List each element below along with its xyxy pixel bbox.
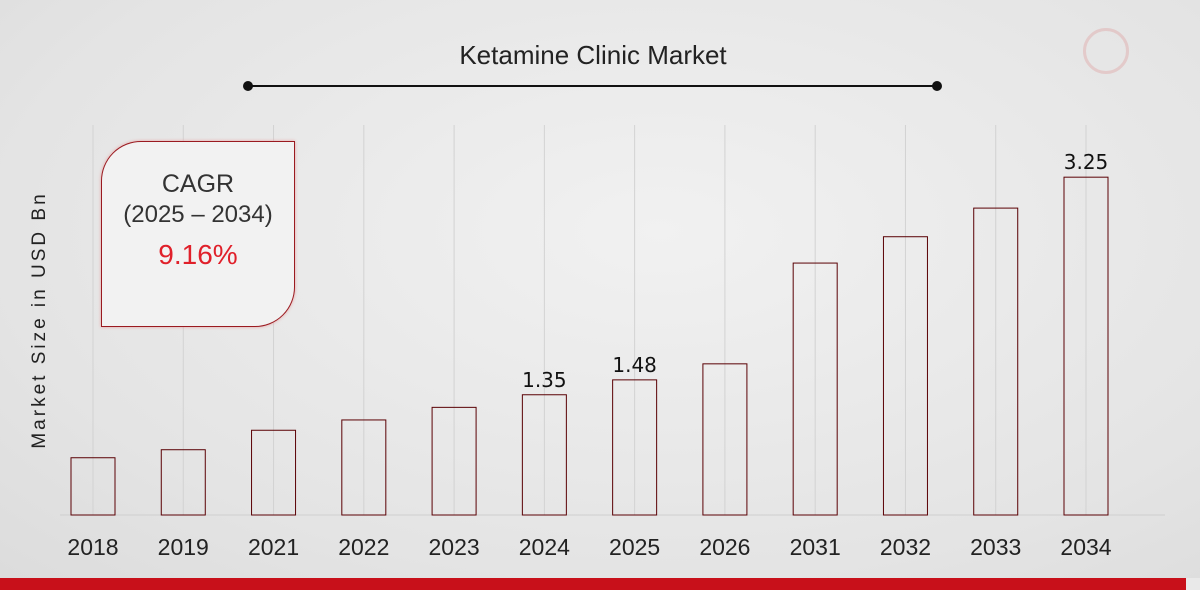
chart-title: Ketamine Clinic Market (459, 40, 727, 70)
data-label-2025: 1.48 (612, 353, 657, 377)
logo-icon (1083, 28, 1129, 74)
x-tick-label: 2031 (790, 534, 841, 560)
title-line-dot-left (243, 81, 253, 91)
cagr-value: 9.16% (158, 239, 238, 270)
x-tick-label: 2025 (609, 534, 660, 560)
x-tick-label: 2032 (880, 534, 931, 560)
cagr-period: (2025 – 2034) (123, 201, 273, 228)
x-tick-label: 2019 (158, 534, 209, 560)
x-tick-label: 2021 (248, 534, 299, 560)
title-line-dot-right (932, 81, 942, 91)
data-label-2024: 1.35 (522, 368, 567, 392)
x-tick-label: 2033 (970, 534, 1021, 560)
x-tick-label: 2022 (338, 534, 389, 560)
x-tick-label: 2024 (519, 534, 570, 560)
title-underline (248, 85, 938, 87)
bottom-strip (0, 590, 1200, 600)
x-tick-label: 2034 (1060, 534, 1111, 560)
bottom-red-band (0, 578, 1186, 590)
x-tick-label: 2023 (429, 534, 480, 560)
cagr-label: CAGR (161, 170, 235, 198)
x-tick-label: 2018 (67, 534, 118, 560)
data-label-2034: 3.25 (1064, 150, 1109, 174)
x-tick-label: 2026 (699, 534, 750, 560)
cagr-box: CAGR (2025 – 2034) 9.16% (101, 141, 295, 327)
